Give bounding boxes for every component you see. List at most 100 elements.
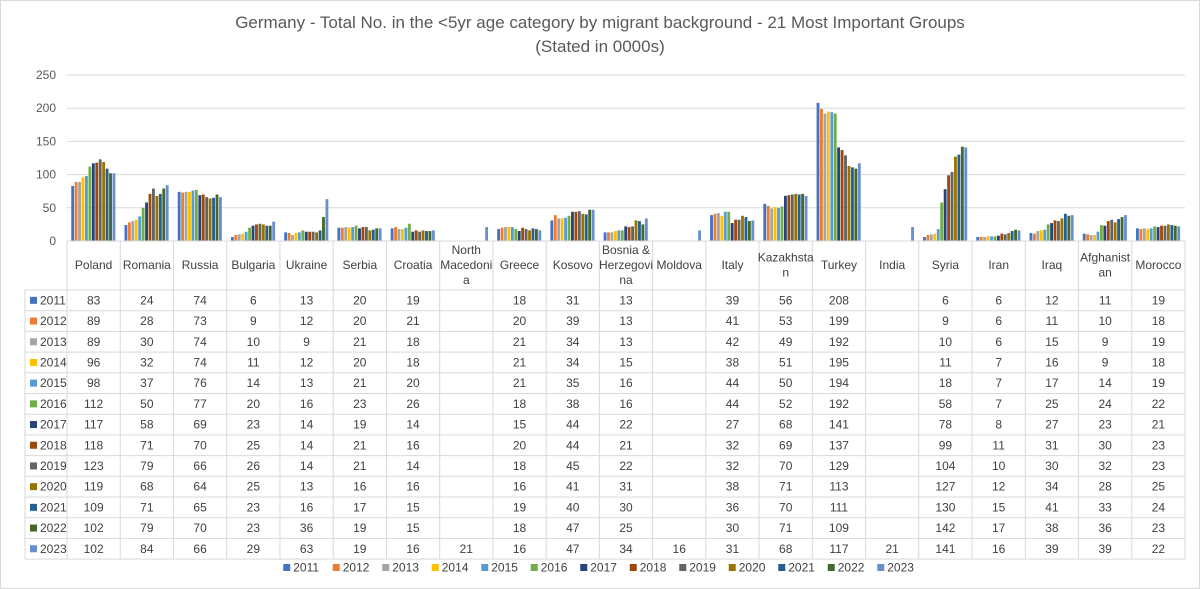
table-legend-key [30,545,37,553]
table-cell: 49 [779,335,793,349]
table-cell: 38 [726,355,740,369]
table-cell: 22 [619,459,633,473]
table-cell: 44 [726,376,740,390]
table-cell: 195 [829,355,849,369]
bar [510,227,514,241]
bar [1050,223,1054,241]
bar [397,229,401,241]
bar [1070,215,1074,241]
table-legend-key [30,379,37,387]
bar [850,167,854,241]
legend-label: 2017 [590,561,617,575]
table-cell: 199 [829,314,849,328]
legend-label: 2023 [887,561,914,575]
table-cell: 16 [619,397,633,411]
legend-label: 2018 [640,561,667,575]
table-cell: 66 [193,542,207,556]
table-cell: 39 [1045,542,1059,556]
bar [983,237,987,241]
legend: 2011 2012 2013 2014 2015 2016 2017 2018 2019 2020… [283,561,914,575]
table-cell: 21 [513,335,527,349]
table-cell: 23 [1152,521,1166,535]
bar [710,215,713,241]
bar [145,202,148,241]
gridlines [67,74,1185,209]
bars [71,102,1181,242]
legend-key [778,564,786,571]
bar [830,112,834,242]
table-cell: 16 [673,542,687,556]
bar [641,224,645,241]
bar [1153,226,1157,241]
bar [205,197,209,241]
bar [407,223,411,241]
bar [401,229,404,241]
bar [127,222,131,241]
table-cell: 16 [300,397,314,411]
table-cell: 137 [829,438,849,452]
bar [155,195,159,241]
table-cell: 6 [942,293,949,307]
table-cell: 194 [829,376,849,390]
table-row-label: 2015 [40,376,67,390]
table-cell: 16 [300,500,314,514]
table-cell: 141 [829,418,849,432]
bar [138,216,142,241]
bar [557,218,561,241]
bar [98,159,102,241]
table-legend-key [30,462,37,470]
bar [177,191,181,241]
bar [744,217,748,241]
bar [538,230,542,241]
bar [624,226,628,241]
table-cell: 41 [726,314,740,328]
bar [1057,221,1060,241]
table-cell: 84 [140,542,154,556]
table-cell: 118 [84,438,103,452]
y-axis-ticks: 0 50 100 150 200 250 [36,68,56,248]
table-cell: 47 [566,521,580,535]
bar [954,156,957,241]
table-cell: 13 [300,376,314,390]
table-cell: 18 [513,397,527,411]
bar [996,235,1000,241]
table-row-label: 2018 [40,438,67,452]
table-cell: 64 [193,480,207,494]
bar [820,108,823,241]
bar [1173,225,1177,241]
table-cell: 41 [566,480,580,494]
category-label: Moldova [657,258,703,272]
bar [71,185,75,241]
table-cell: 16 [619,376,633,390]
bar [165,185,169,241]
table-cell: 56 [779,293,793,307]
legend-label: 2012 [343,561,370,575]
bar [184,191,188,241]
category-label: Russia [182,258,219,272]
table-cell: 208 [829,293,849,307]
table-cell: 51 [779,355,793,369]
table-cell: 9 [942,314,949,328]
table-cell: 113 [829,480,848,494]
table-legend-key [30,421,37,429]
table-cell: 74 [193,335,207,349]
bar [368,230,372,241]
table-cell: 12 [1045,293,1059,307]
bar [783,195,787,241]
table-cell: 36 [300,521,314,535]
bar [613,231,617,241]
bar [294,233,298,241]
table-cell: 32 [140,355,154,369]
bar [251,225,255,241]
table-cell: 28 [140,314,154,328]
bar [936,229,940,241]
bar [158,193,162,241]
table-cell: 21 [886,542,900,556]
bar [1093,235,1096,241]
bar [1170,225,1174,241]
bar [591,209,595,241]
bar [91,163,95,241]
bar [564,217,567,241]
legend-label: 2011 [293,561,319,575]
bar [88,166,92,241]
